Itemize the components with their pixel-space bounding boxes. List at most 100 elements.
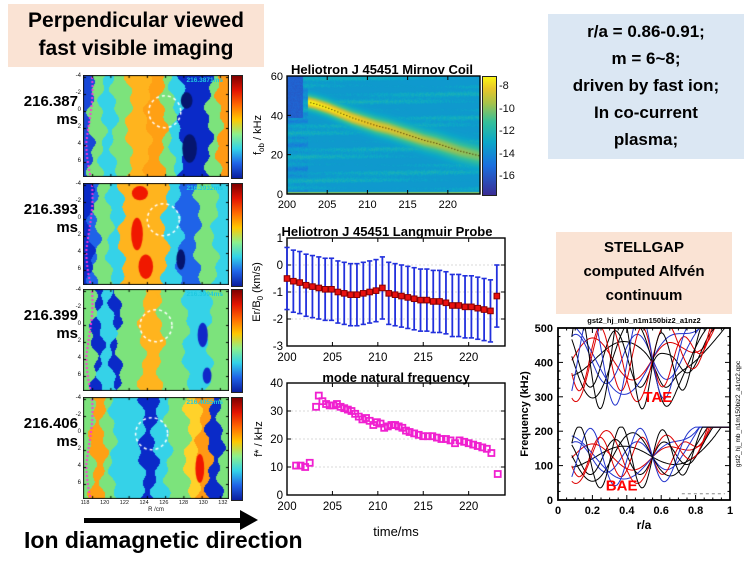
frame-x-label: R /cm <box>83 507 229 513</box>
svg-text:0.6: 0.6 <box>654 505 669 517</box>
data-point <box>380 285 386 291</box>
stellgap-line: continuum <box>556 284 732 308</box>
svg-text:0: 0 <box>547 495 553 507</box>
svg-text:210: 210 <box>368 352 387 364</box>
svg-text:40: 40 <box>270 378 283 390</box>
svg-text:0: 0 <box>555 505 561 517</box>
mode-info-box: r/a = 0.86-0.91; m = 6~8; driven by fast… <box>548 14 744 159</box>
plasma-camera-image <box>83 75 229 177</box>
data-point <box>341 291 347 297</box>
data-point <box>424 297 430 303</box>
info-line: In co-current <box>548 99 744 126</box>
svg-text:-3: -3 <box>273 341 283 353</box>
frame-y-tick: 6 <box>69 158 81 164</box>
data-point <box>348 292 354 298</box>
data-point <box>469 304 475 310</box>
svg-text:300: 300 <box>535 392 553 404</box>
data-point <box>405 295 411 301</box>
svg-text:20: 20 <box>270 434 283 446</box>
continuum-annotation-bae: BAE <box>606 477 638 494</box>
frame-y-tick: -2 <box>69 90 81 96</box>
modefreq-x-label: time/ms <box>373 524 419 539</box>
alfven-continuum-chart: 01002003004005000 0.2 0.4 0.6 0.8 1r/aFrequen… <box>515 313 750 543</box>
svg-text:100: 100 <box>535 461 553 473</box>
data-point <box>481 307 487 313</box>
frame-x-tick: 132 <box>215 500 231 506</box>
frame-time-label: 216.387 ms <box>6 93 78 129</box>
info-line: r/a = 0.86-0.91; <box>548 18 744 45</box>
frame-time-label: 216.406 ms <box>6 415 78 451</box>
frame-y-tick: 6 <box>69 480 81 486</box>
mirnov-axes: 200 205 210 215 220 0 20 40 60 <box>271 71 480 211</box>
plasma-camera-image <box>83 397 229 499</box>
svg-text:200: 200 <box>535 426 553 438</box>
mirnov-colorbar-tick: -16 <box>499 170 515 182</box>
frame-y-tick: -4 <box>69 395 81 401</box>
frame-time-label: 216.399 ms <box>6 307 78 343</box>
info-line: plasma; <box>548 126 744 153</box>
mirnov-colorbar-tick: -8 <box>499 80 509 92</box>
data-point <box>430 299 436 305</box>
stellgap-line: STELLGAP <box>556 236 732 260</box>
frame-y-tick: 0 <box>69 429 81 435</box>
info-line: driven by fast ion; <box>548 72 744 99</box>
frame-x-tick: 126 <box>156 500 172 506</box>
frame-x-tick: 124 <box>136 500 152 506</box>
svg-text:0.4: 0.4 <box>619 505 635 517</box>
data-point <box>418 297 424 303</box>
data-point <box>335 289 341 295</box>
continuum-side-label: gst2_hj_mb_n1m150biz2_a1nz2.qpc <box>735 360 742 467</box>
svg-text:215: 215 <box>398 199 416 211</box>
data-point <box>313 404 319 410</box>
frame-y-tick: 2 <box>69 446 81 452</box>
svg-text:205: 205 <box>318 199 336 211</box>
frame-y-tick: 2 <box>69 338 81 344</box>
mirnov-colorbar-tick: -12 <box>499 125 515 137</box>
data-point <box>322 287 328 293</box>
langmuir-errorbar-chart: 200 205 210 215 220 1 0 -1 -2 -3 Er/B0 (km/s) <box>250 222 535 368</box>
data-point <box>443 300 449 306</box>
mirnov-colorbar-tick: -10 <box>499 103 515 115</box>
svg-text:40: 40 <box>271 110 283 122</box>
frame-y-tick: 0 <box>69 107 81 113</box>
svg-text:1: 1 <box>277 233 283 245</box>
frame-y-tick: 4 <box>69 249 81 255</box>
data-point <box>494 293 500 299</box>
camera-frame: 216.387 ms -4 -2 0 2 4 6 216.3871ms <box>0 75 260 191</box>
mirnov-y-label: fob / kHz <box>252 115 266 155</box>
data-point <box>462 304 468 310</box>
svg-text:200: 200 <box>277 352 296 364</box>
frame-y-tick: -4 <box>69 73 81 79</box>
frame-y-tick: 4 <box>69 141 81 147</box>
langmuir-y-label: Er/B0 (km/s) <box>251 262 265 321</box>
continuum-curves <box>572 321 730 494</box>
data-point <box>495 471 501 477</box>
data-point <box>488 450 494 456</box>
data-point <box>399 293 405 299</box>
svg-text:10: 10 <box>270 462 283 474</box>
data-point <box>392 292 398 298</box>
frame-y-tick: 6 <box>69 372 81 378</box>
svg-text:220: 220 <box>439 199 457 211</box>
modefreq-series <box>293 393 501 477</box>
left-title-box: Perpendicular viewed fast visible imagin… <box>8 4 264 67</box>
data-point <box>310 284 316 290</box>
mirnov-colorbar-tick: -14 <box>499 148 515 160</box>
svg-text:1: 1 <box>727 505 733 517</box>
frame-y-tick: -4 <box>69 181 81 187</box>
ion-direction-label: Ion diamagnetic direction <box>24 527 303 554</box>
svg-text:210: 210 <box>368 501 387 513</box>
data-point <box>386 291 392 297</box>
continuum-y-label: Frequency (kHz) <box>519 371 531 457</box>
ion-direction-arrow <box>84 518 242 523</box>
svg-text:20: 20 <box>271 150 283 162</box>
frame-x-tick: 130 <box>195 500 211 506</box>
modefreq-y-label: f* / kHz <box>253 421 265 456</box>
data-point <box>361 291 367 297</box>
frame-time-label: 216.393 ms <box>6 201 78 237</box>
info-line: m = 6~8; <box>548 45 744 72</box>
frame-colorbar <box>231 75 243 179</box>
svg-text:400: 400 <box>535 357 553 369</box>
frame-y-tick: -4 <box>69 287 81 293</box>
camera-frame: 216.399 ms -4 -2 0 2 4 6 216.3994ms <box>0 289 260 405</box>
